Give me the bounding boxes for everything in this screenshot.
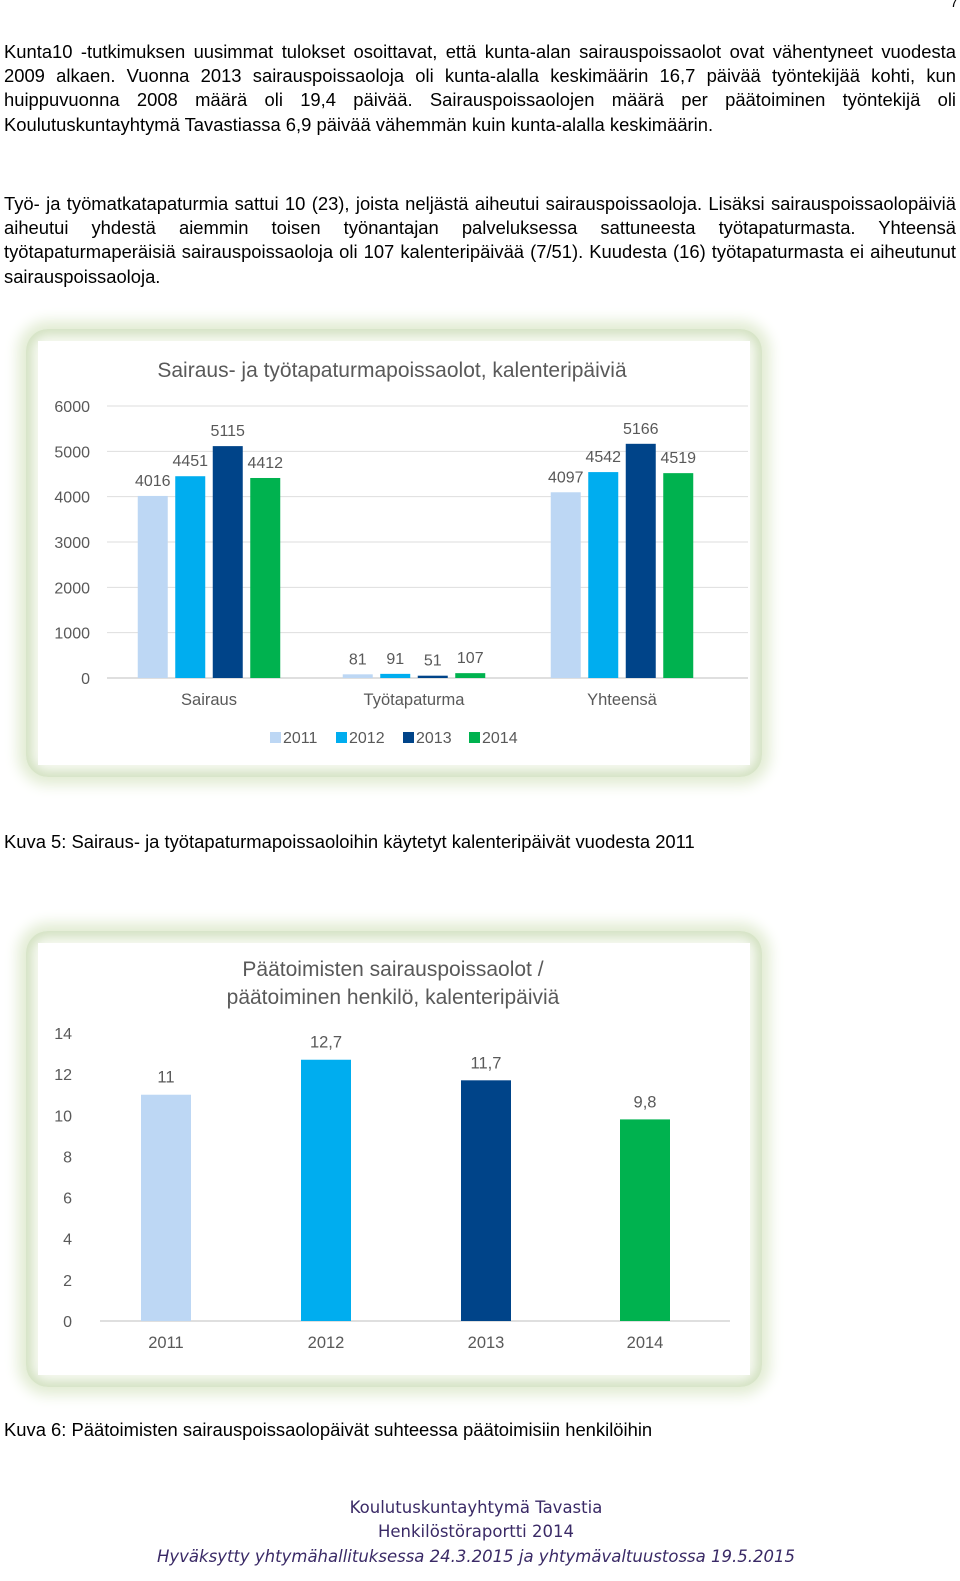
- x-category-label: 2013: [468, 1334, 505, 1352]
- legend-swatch: [270, 732, 281, 743]
- x-category-label: 2011: [148, 1334, 183, 1352]
- y-tick-label: 5000: [54, 444, 90, 461]
- y-tick-label: 3000: [54, 535, 90, 552]
- data-label: 107: [457, 650, 484, 667]
- data-label: 4412: [247, 455, 283, 472]
- x-category-label: Sairaus: [181, 691, 237, 709]
- chart-title: Sairaus- ja työtapaturmapoissaolot, kale…: [157, 359, 627, 382]
- y-tick-label: 12: [54, 1067, 72, 1084]
- legend-label: 2011: [283, 730, 318, 747]
- data-label: 5115: [211, 423, 246, 440]
- bar: [625, 443, 656, 678]
- data-label: 51: [424, 653, 442, 670]
- data-label: 11,7: [471, 1054, 502, 1072]
- x-category-label: 2014: [627, 1334, 664, 1352]
- page-number: 7: [950, 0, 958, 10]
- y-tick-label: 2000: [54, 580, 90, 597]
- y-tick-label: 1000: [54, 626, 90, 643]
- footer-report-name: Henkilöstöraportti 2014: [377, 1522, 574, 1541]
- y-tick-label: 14: [54, 1026, 72, 1043]
- legend-label: 2013: [416, 730, 452, 747]
- bar: [175, 476, 206, 678]
- legend-swatch: [336, 732, 347, 743]
- y-tick-label: 0: [63, 1314, 72, 1331]
- x-category-label: Yhteensä: [587, 691, 658, 709]
- bar: [550, 492, 581, 678]
- bar: [620, 1119, 670, 1321]
- y-tick-label: 0: [81, 671, 90, 688]
- footer-organization: Koulutuskuntayhtymä Tavastia: [349, 1498, 603, 1517]
- y-tick-label: 6000: [54, 399, 90, 416]
- data-label: 4519: [660, 450, 696, 467]
- bar: [461, 1080, 511, 1321]
- y-tick-label: 8: [63, 1149, 72, 1166]
- chart-title-line: Päätoimisten sairauspoissaolot /: [242, 958, 543, 981]
- bar: [417, 675, 448, 678]
- bar: [663, 473, 694, 678]
- body-paragraph-sickness-absence: Kunta10 -tutkimuksen uusimmat tulokset o…: [4, 41, 956, 135]
- legend-swatch: [403, 732, 414, 743]
- data-label: 5166: [623, 421, 659, 438]
- bar: [141, 1094, 191, 1321]
- footer-approval: Hyväksytty yhtymähallituksessa 24.3.2015…: [157, 1547, 795, 1566]
- bar: [342, 674, 373, 678]
- figure-caption-5: Kuva 5: Sairaus- ja työtapaturmapoissaol…: [4, 831, 695, 852]
- data-label: 9,8: [634, 1093, 657, 1111]
- bar: [212, 446, 243, 678]
- bar: [455, 673, 486, 678]
- legend-label: 2014: [482, 730, 518, 747]
- chart-title-line: päätoiminen henkilö, kalenteripäiviä: [227, 986, 560, 1009]
- y-tick-label: 2: [63, 1273, 72, 1290]
- data-label: 91: [386, 651, 404, 668]
- bar: [137, 495, 168, 678]
- data-label: 11: [157, 1069, 174, 1087]
- data-label: 4016: [135, 473, 171, 490]
- bar: [380, 673, 411, 678]
- legend-swatch: [469, 732, 480, 743]
- chart-absences-per-person: Päätoimisten sairauspoissaolot / päätoimi…: [54, 958, 730, 1352]
- data-label: 4451: [172, 453, 208, 470]
- figure-caption-6: Kuva 6: Päätoimisten sairauspoissaolopäi…: [4, 1419, 653, 1440]
- y-tick-label: 10: [54, 1108, 72, 1125]
- y-tick-label: 6: [63, 1191, 72, 1208]
- y-tick-label: 4: [63, 1232, 72, 1249]
- bar: [301, 1059, 351, 1321]
- body-paragraph-accidents: Työ- ja työmatkatapaturmia sattui 10 (23…: [4, 193, 956, 287]
- data-label: 12,7: [310, 1034, 342, 1052]
- bar: [250, 477, 281, 678]
- bar: [588, 472, 619, 678]
- legend-label: 2012: [349, 730, 385, 747]
- data-label: 4542: [585, 449, 621, 466]
- y-tick-label: 4000: [54, 490, 90, 507]
- data-label: 4097: [548, 469, 584, 486]
- chart-absences-calendar-days: Sairaus- ja työtapaturmapoissaolot, kale…: [54, 359, 748, 747]
- x-category-label: Työtapaturma: [364, 691, 466, 709]
- x-category-label: 2012: [308, 1334, 345, 1352]
- data-label: 81: [349, 651, 367, 668]
